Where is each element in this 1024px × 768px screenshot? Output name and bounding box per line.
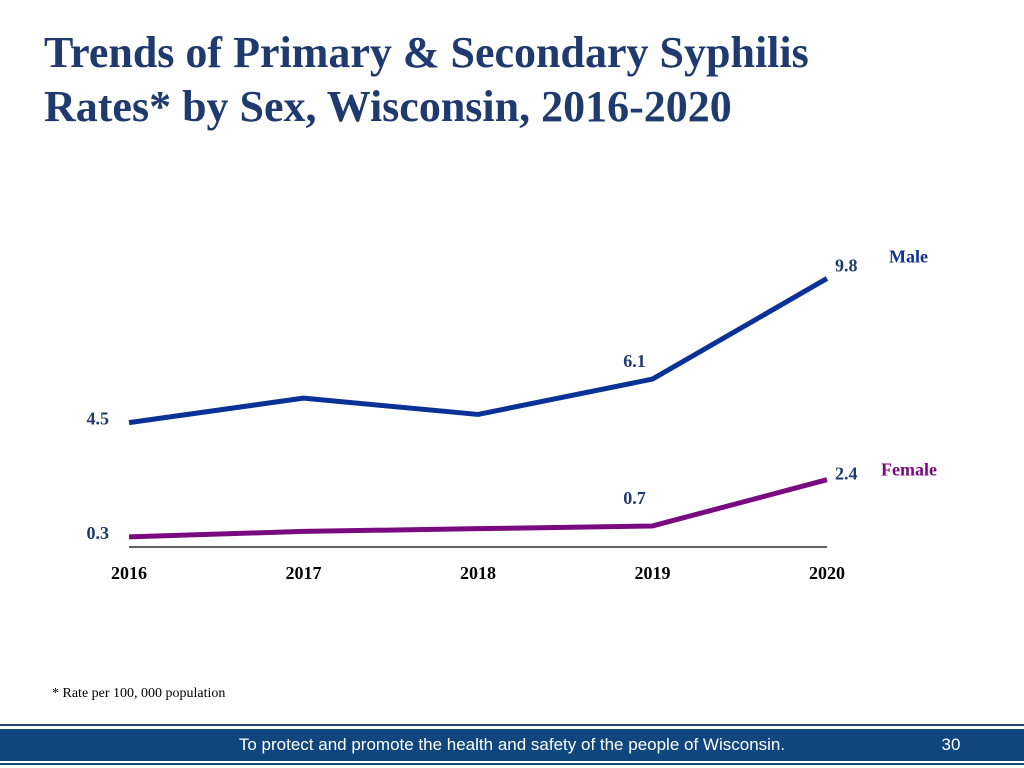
x-tick-label: 2020: [809, 563, 845, 583]
x-tick-label: 2019: [635, 563, 671, 583]
page-title: Trends of Primary & Secondary Syphilis R…: [44, 26, 994, 134]
x-tick-label: 2018: [460, 563, 496, 583]
title-line-2: Rates* by Sex, Wisconsin, 2016-2020: [44, 82, 732, 131]
footer-bar: [0, 729, 1024, 761]
data-label: 4.5: [87, 409, 110, 429]
title-line-1: Trends of Primary & Secondary Syphilis: [44, 28, 809, 77]
footer-slogan: To protect and promote the health and sa…: [238, 735, 786, 754]
legend-label-male: Male: [889, 246, 928, 266]
footer-rule-bottom: [0, 763, 1024, 765]
legend-label-female: Female: [881, 460, 937, 480]
x-tick-label: 2016: [111, 563, 147, 583]
data-label: 2.4: [835, 464, 858, 484]
series-line-male: [128, 276, 829, 426]
data-label: 0.3: [87, 523, 110, 543]
footnote: * Rate per 100, 000 population: [52, 686, 226, 701]
footer-rule-top: [0, 724, 1024, 726]
data-label: 9.8: [835, 255, 858, 275]
page-number: 30: [941, 735, 961, 754]
x-tick-label: 2017: [286, 563, 322, 583]
data-label: 6.1: [623, 351, 646, 371]
line-chart: 2016 2017 2018 2019 2020 4.5 6.1 9.8 Male 0.3 0.7 2…: [87, 246, 937, 583]
series-line-female: [128, 477, 828, 540]
data-label: 0.7: [623, 488, 646, 508]
